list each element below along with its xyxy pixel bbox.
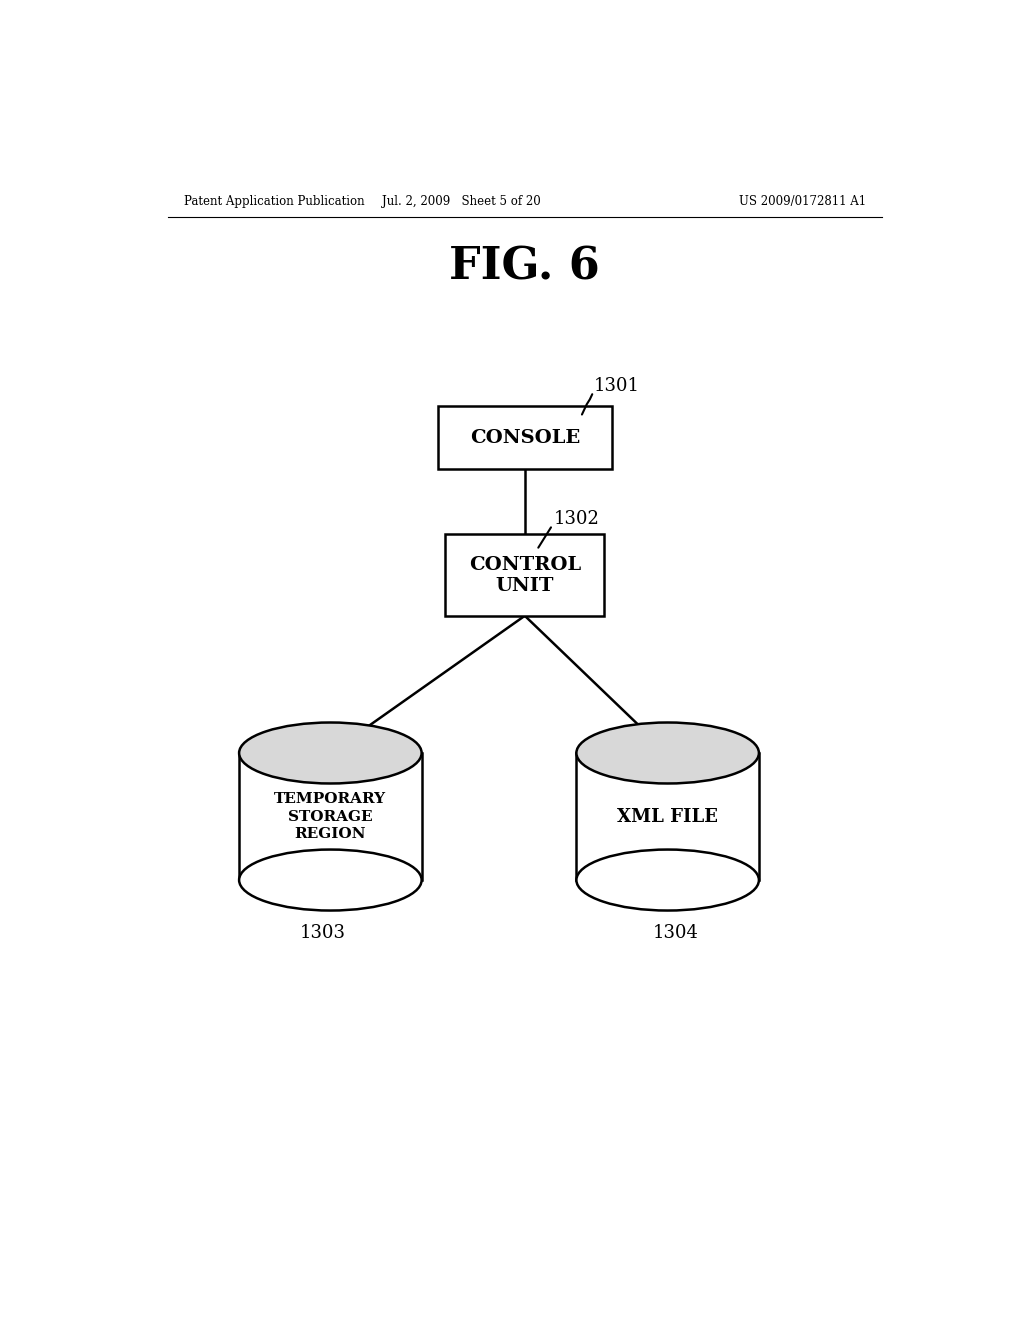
Text: CONSOLE: CONSOLE <box>470 429 580 447</box>
Text: 1301: 1301 <box>594 378 640 395</box>
Text: TEMPORARY
STORAGE
REGION: TEMPORARY STORAGE REGION <box>274 792 386 841</box>
Text: Jul. 2, 2009   Sheet 5 of 20: Jul. 2, 2009 Sheet 5 of 20 <box>382 194 541 207</box>
FancyBboxPatch shape <box>437 407 612 470</box>
Polygon shape <box>577 752 759 880</box>
Text: XML FILE: XML FILE <box>617 808 718 825</box>
Text: Patent Application Publication: Patent Application Publication <box>183 194 365 207</box>
Text: FIG. 6: FIG. 6 <box>450 246 600 289</box>
FancyBboxPatch shape <box>445 535 604 616</box>
Ellipse shape <box>240 850 422 911</box>
Ellipse shape <box>240 722 422 784</box>
Text: CONTROL
UNIT: CONTROL UNIT <box>469 556 581 594</box>
Ellipse shape <box>577 850 759 911</box>
Polygon shape <box>240 752 422 880</box>
Text: 1304: 1304 <box>652 924 698 942</box>
Ellipse shape <box>577 722 759 784</box>
Text: 1303: 1303 <box>299 924 345 942</box>
Text: 1302: 1302 <box>554 511 600 528</box>
Text: US 2009/0172811 A1: US 2009/0172811 A1 <box>739 194 866 207</box>
